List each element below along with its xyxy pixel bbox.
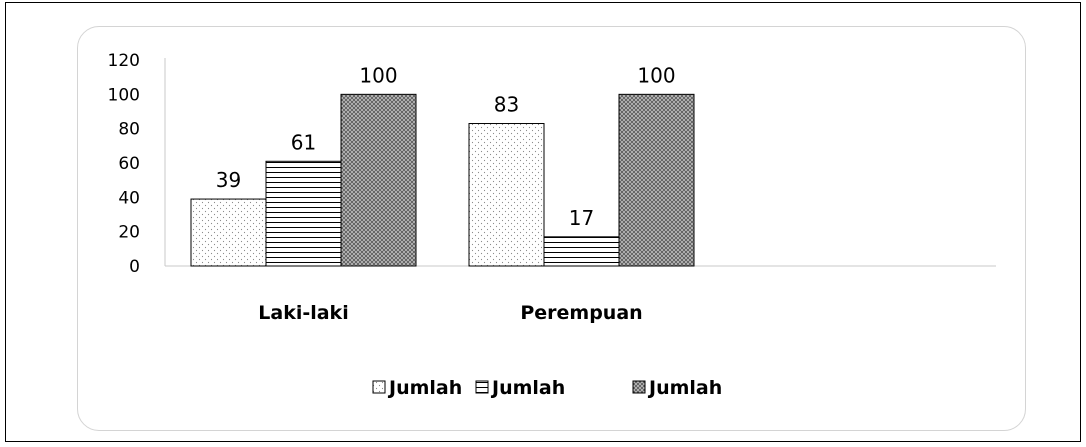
bar (468, 123, 545, 267)
legend-swatch (372, 380, 386, 394)
legend-swatch (475, 380, 489, 394)
outer-frame (5, 2, 1081, 442)
bar (618, 93, 695, 267)
data-label: 39 (216, 168, 241, 192)
bar (543, 236, 620, 267)
legend: Jumlah Jumlah Jumlah (372, 377, 722, 399)
legend-label: Jumlah (490, 377, 565, 399)
y-tick-label: 120 (108, 51, 140, 71)
y-tick-label: 20 (118, 223, 140, 243)
legend-label: Jumlah (647, 377, 722, 399)
bar (265, 160, 342, 267)
bar (340, 93, 417, 267)
y-tick-label: 0 (129, 257, 140, 277)
y-tick-label: 100 (108, 85, 140, 105)
data-label: 61 (291, 130, 316, 154)
legend-swatch (632, 380, 646, 394)
y-tick-label: 60 (118, 154, 140, 174)
category-label: Laki-laki (258, 302, 348, 324)
y-axis: 0 20 40 60 80 100 120 (108, 51, 996, 277)
bar (190, 198, 267, 267)
data-label: 17 (569, 206, 594, 230)
category-label: Perempuan (520, 302, 642, 324)
data-labels: 39 61 100 83 17 100 (216, 63, 676, 229)
data-label: 100 (359, 63, 397, 87)
category-labels: Laki-laki Perempuan (258, 302, 642, 324)
y-tick-label: 40 (118, 188, 140, 208)
legend-label: Jumlah (387, 377, 462, 399)
bars (190, 93, 695, 267)
y-tick-label: 80 (118, 120, 140, 140)
data-label: 100 (637, 63, 675, 87)
data-label: 83 (494, 93, 519, 117)
